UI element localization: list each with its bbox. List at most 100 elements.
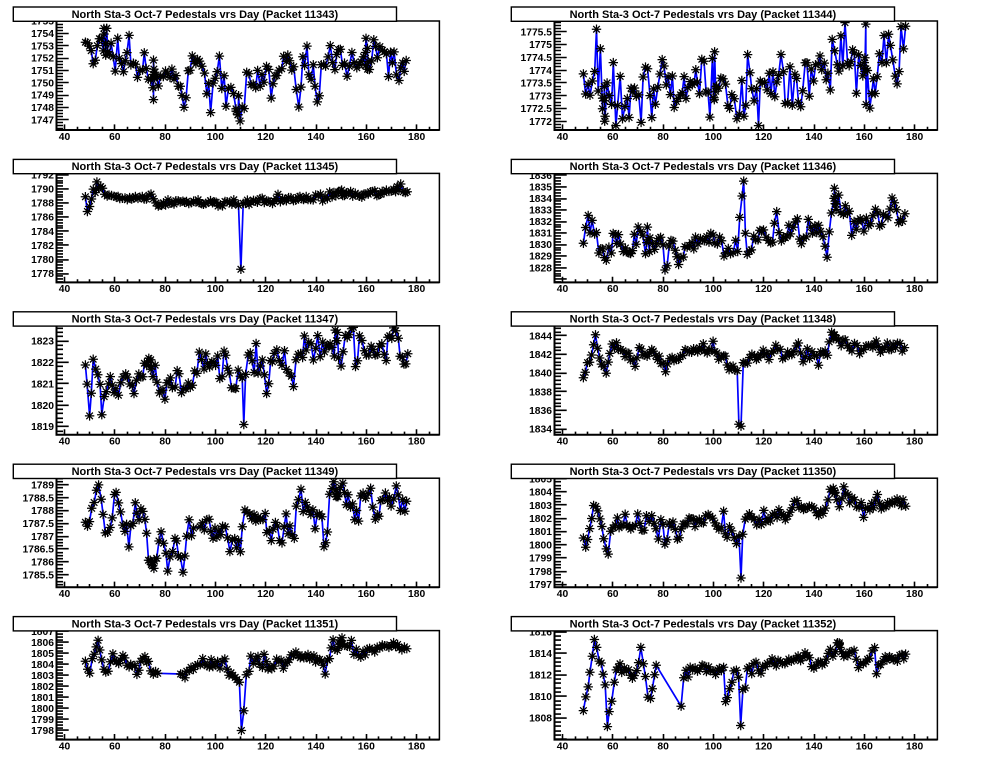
svg-text:140: 140: [307, 741, 324, 752]
svg-text:180: 180: [906, 437, 923, 448]
svg-text:180: 180: [408, 284, 425, 295]
svg-text:1804: 1804: [529, 488, 552, 499]
svg-text:1836: 1836: [529, 171, 552, 182]
svg-text:1814: 1814: [529, 649, 552, 660]
svg-text:180: 180: [408, 741, 425, 752]
svg-text:1789: 1789: [31, 481, 54, 492]
svg-text:120: 120: [755, 589, 772, 600]
svg-text:1801: 1801: [31, 693, 54, 704]
svg-text:1842: 1842: [529, 350, 552, 361]
svg-text:1805: 1805: [31, 649, 54, 660]
svg-text:1784: 1784: [31, 227, 54, 238]
svg-text:1831: 1831: [529, 229, 552, 240]
svg-text:1790: 1790: [31, 185, 54, 196]
svg-text:North Sta-3 Oct-7 Pedestals vr: North Sta-3 Oct-7 Pedestals vrs Day (Pac…: [570, 314, 837, 326]
svg-text:1786: 1786: [31, 558, 54, 569]
svg-text:1844: 1844: [529, 331, 552, 342]
svg-text:North Sta-3 Oct-7 Pedestals vr: North Sta-3 Oct-7 Pedestals vrs Day (Pac…: [570, 618, 837, 630]
svg-text:1801: 1801: [529, 527, 552, 538]
svg-text:1823: 1823: [31, 337, 54, 348]
svg-text:1834: 1834: [529, 194, 552, 205]
svg-text:160: 160: [358, 132, 375, 143]
svg-text:40: 40: [557, 437, 569, 448]
svg-text:1774.5: 1774.5: [521, 53, 553, 64]
svg-text:40: 40: [557, 284, 569, 295]
svg-text:1834: 1834: [529, 425, 552, 436]
svg-text:1755: 1755: [31, 17, 54, 28]
svg-text:180: 180: [408, 437, 425, 448]
svg-text:North Sta-3 Oct-7 Pedestals vr: North Sta-3 Oct-7 Pedestals vrs Day (Pac…: [72, 618, 339, 630]
svg-text:180: 180: [906, 132, 923, 143]
svg-text:North Sta-3 Oct-7 Pedestals vr: North Sta-3 Oct-7 Pedestals vrs Day (Pac…: [570, 161, 837, 173]
svg-text:120: 120: [755, 437, 772, 448]
svg-text:1774: 1774: [529, 66, 552, 77]
svg-text:1775.5: 1775.5: [521, 27, 553, 38]
svg-text:100: 100: [705, 589, 722, 600]
svg-text:140: 140: [307, 284, 324, 295]
svg-text:1773.5: 1773.5: [521, 79, 553, 90]
svg-text:160: 160: [358, 741, 375, 752]
svg-text:140: 140: [805, 589, 822, 600]
svg-text:60: 60: [109, 589, 121, 600]
svg-text:1772.5: 1772.5: [521, 104, 553, 115]
svg-text:140: 140: [307, 589, 324, 600]
svg-text:1775: 1775: [529, 40, 552, 51]
svg-text:80: 80: [159, 589, 171, 600]
svg-text:North Sta-3 Oct-7 Pedestals vr: North Sta-3 Oct-7 Pedestals vrs Day (Pac…: [72, 9, 339, 21]
svg-text:1748: 1748: [31, 103, 54, 114]
svg-text:120: 120: [755, 132, 772, 143]
svg-text:1832: 1832: [529, 217, 552, 228]
svg-text:1828: 1828: [529, 263, 552, 274]
svg-text:1753: 1753: [31, 41, 54, 52]
svg-text:40: 40: [59, 284, 71, 295]
svg-text:80: 80: [657, 437, 669, 448]
svg-text:100: 100: [705, 132, 722, 143]
svg-text:1816: 1816: [529, 628, 552, 639]
svg-text:140: 140: [307, 132, 324, 143]
svg-text:140: 140: [805, 741, 822, 752]
svg-text:1836: 1836: [529, 406, 552, 417]
svg-text:80: 80: [657, 284, 669, 295]
svg-text:1772: 1772: [529, 117, 552, 128]
svg-text:1799: 1799: [31, 715, 54, 726]
svg-text:160: 160: [358, 437, 375, 448]
svg-text:North Sta-3 Oct-7 Pedestals vr: North Sta-3 Oct-7 Pedestals vrs Day (Pac…: [72, 314, 339, 326]
svg-text:120: 120: [257, 589, 274, 600]
svg-text:1807: 1807: [31, 627, 54, 638]
svg-text:100: 100: [207, 589, 224, 600]
svg-text:1804: 1804: [31, 660, 54, 671]
svg-text:140: 140: [307, 437, 324, 448]
svg-text:60: 60: [109, 741, 121, 752]
svg-text:1751: 1751: [31, 66, 54, 77]
svg-text:1808: 1808: [529, 714, 552, 725]
svg-text:120: 120: [257, 437, 274, 448]
svg-text:1782: 1782: [31, 241, 54, 252]
svg-text:1788: 1788: [31, 506, 54, 517]
svg-text:1787.5: 1787.5: [23, 519, 55, 530]
svg-text:1799: 1799: [529, 554, 552, 565]
svg-text:North Sta-3 Oct-7 Pedestals vr: North Sta-3 Oct-7 Pedestals vrs Day (Pac…: [72, 161, 339, 173]
svg-text:1802: 1802: [529, 514, 552, 525]
svg-text:40: 40: [557, 589, 569, 600]
svg-text:1786.5: 1786.5: [23, 545, 55, 556]
svg-text:60: 60: [607, 132, 619, 143]
svg-text:100: 100: [705, 741, 722, 752]
svg-text:120: 120: [257, 132, 274, 143]
svg-text:80: 80: [159, 741, 171, 752]
svg-text:1806: 1806: [31, 638, 54, 649]
svg-text:1752: 1752: [31, 54, 54, 65]
svg-text:1798: 1798: [31, 726, 54, 737]
svg-text:80: 80: [657, 132, 669, 143]
svg-text:120: 120: [257, 741, 274, 752]
svg-text:1788: 1788: [31, 199, 54, 210]
svg-text:1812: 1812: [529, 671, 552, 682]
svg-text:1778: 1778: [31, 269, 54, 280]
svg-text:100: 100: [207, 741, 224, 752]
svg-text:40: 40: [557, 132, 569, 143]
svg-text:100: 100: [705, 437, 722, 448]
svg-text:1838: 1838: [529, 387, 552, 398]
svg-text:1792: 1792: [31, 170, 54, 181]
svg-text:1803: 1803: [31, 671, 54, 682]
svg-text:1810: 1810: [529, 692, 552, 703]
svg-text:80: 80: [159, 132, 171, 143]
